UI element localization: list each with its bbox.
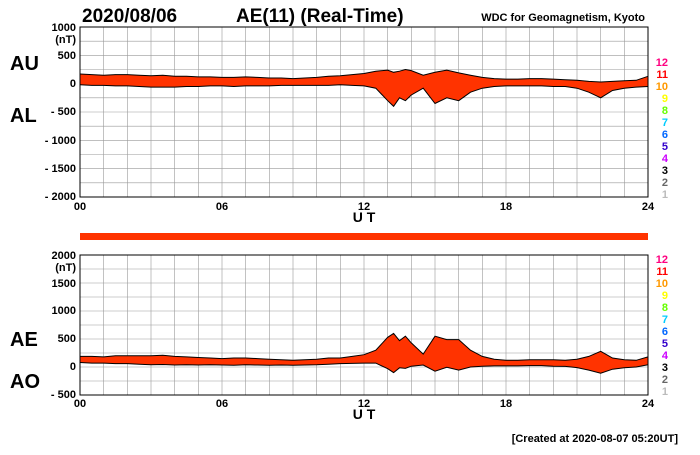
legend-level-label: 7 xyxy=(662,117,668,129)
legend-level-label: 5 xyxy=(662,338,668,350)
legend-level-label: 9 xyxy=(662,93,668,105)
legend-level-label: 6 xyxy=(662,129,668,141)
legend-level-label: 2 xyxy=(662,177,668,189)
legend-level-label: 10 xyxy=(656,278,668,290)
panel2-ytick-label: - 500 xyxy=(51,389,76,401)
panel2-xtick-label: 24 xyxy=(642,398,655,410)
panel1-ytick-label: 500 xyxy=(58,50,76,62)
panel2-xtick-label: 06 xyxy=(216,398,228,410)
legend-level-label: 12 xyxy=(656,57,668,69)
created-timestamp: [Created at 2020-08-07 05:20UT] xyxy=(512,433,679,445)
legend-level-label: 4 xyxy=(662,153,669,165)
panel2-ytick-label: 2000 xyxy=(52,250,76,262)
legend-level-label: 2 xyxy=(662,374,668,386)
panel1-xtick-label: 18 xyxy=(500,201,512,213)
date-title: 2020/08/06 xyxy=(82,6,177,27)
legend-level-label: 4 xyxy=(662,350,669,362)
panel1-x-axis-label: U T xyxy=(353,209,376,225)
legend-level-label: 9 xyxy=(662,290,668,302)
legend-level-label: 7 xyxy=(662,314,668,326)
panel1-ytick-label: 0 xyxy=(70,78,76,90)
source-label: WDC for Geomagnetism, Kyoto xyxy=(481,12,645,24)
panel1-ytick-label: - 1500 xyxy=(45,163,76,175)
panel2-x-axis-label: U T xyxy=(353,406,376,422)
au-series-label: AU xyxy=(10,53,39,75)
panel2-ytick-label: 1500 xyxy=(52,278,76,290)
legend-level-label: 11 xyxy=(656,266,668,278)
panel1-xtick-label: 00 xyxy=(74,201,86,213)
range-area xyxy=(80,333,648,374)
panel1-ytick-label: - 500 xyxy=(51,106,76,118)
panel1-xtick-label: 24 xyxy=(642,201,655,213)
panel2-xtick-label: 18 xyxy=(500,398,512,410)
ae-series-line xyxy=(80,332,649,361)
legend-level-label: 1 xyxy=(662,189,668,201)
al-series-label: AL xyxy=(10,105,37,127)
panel2-ytick-label: 500 xyxy=(58,333,76,345)
legend-level-label: 8 xyxy=(662,105,668,117)
plot-frame xyxy=(79,254,649,396)
panel1-xtick-label: 06 xyxy=(216,201,228,213)
panel2-xtick-label: 12 xyxy=(358,398,370,410)
panel2-ytick-label: 0 xyxy=(70,361,76,373)
ao-series-label: AO xyxy=(10,371,40,393)
panel1-xtick-label: 12 xyxy=(358,201,370,213)
range-area xyxy=(80,69,648,107)
legend-level-label: 8 xyxy=(662,302,668,314)
legend-level-label: 3 xyxy=(662,362,668,374)
legend-level-label: 6 xyxy=(662,326,668,338)
al-series-line xyxy=(79,84,649,108)
panel2-unit-label: (nT) xyxy=(55,262,76,274)
ae-ao-panel: 2000 (nT) 1500 1000 500 0 - 500 AE AO 00… xyxy=(10,250,655,422)
panel1-ytick-label: 1000 xyxy=(52,22,76,34)
legend-level-label: 12 xyxy=(656,254,668,266)
legend-level-label: 10 xyxy=(656,81,668,93)
au-series-line xyxy=(79,68,649,83)
ae-series-label: AE xyxy=(10,329,38,351)
panel1-ytick-label: - 1000 xyxy=(45,135,76,147)
panel1-ytick-label: - 2000 xyxy=(45,191,76,203)
legend-level-label: 5 xyxy=(662,141,668,153)
main-title: AE(11) (Real-Time) xyxy=(236,6,404,27)
plot-frame xyxy=(79,26,649,198)
panel2-xtick-label: 00 xyxy=(74,398,86,410)
panel2-ytick-label: 1000 xyxy=(52,305,76,317)
ao-series-line xyxy=(79,362,649,374)
legend-level-label: 1 xyxy=(662,386,668,398)
panel1-unit-label: (nT) xyxy=(55,34,76,46)
legend-level-label: 11 xyxy=(656,69,668,81)
legend-level-label: 3 xyxy=(662,165,668,177)
au-al-panel: 1000 (nT) 500 0 - 500 - 1000 - 1500 - 20… xyxy=(10,22,655,225)
activity-strip xyxy=(80,233,648,240)
